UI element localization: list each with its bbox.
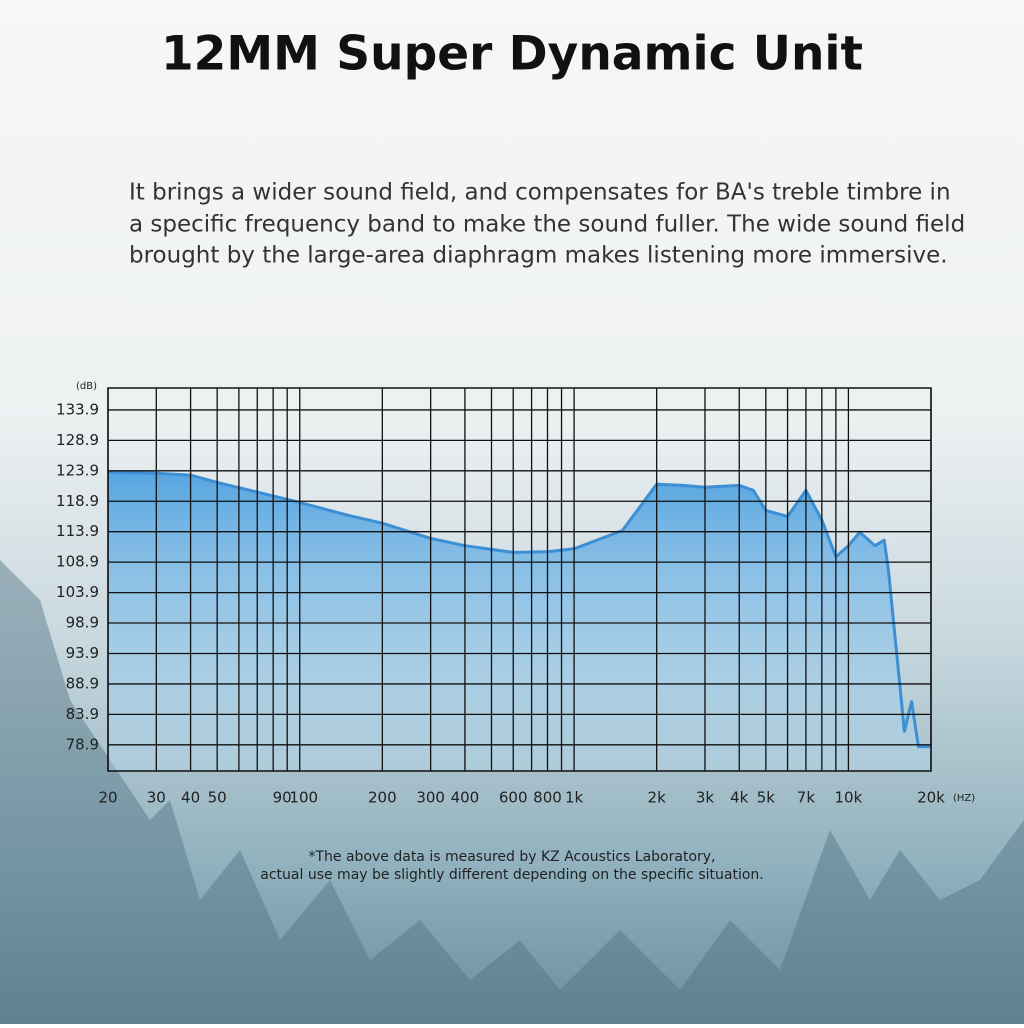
x-tick-label: 1k [565, 789, 584, 807]
y-tick-label: 103.9 [56, 583, 99, 601]
plot: 133.9 128.9 123.9 118.9 113.9 108.9 103.9 98.9 9… [56, 387, 945, 807]
y-tick-label: 83.9 [66, 705, 99, 723]
description: It brings a wider sound field, and compe… [129, 180, 951, 206]
x-tick-label: 4k [730, 789, 749, 807]
y-tick-label: 108.9 [56, 553, 99, 571]
x-tick-label: 800 [533, 789, 562, 807]
description: brought by the large-area diaphragm make… [129, 243, 948, 269]
y-tick-label: 133.9 [56, 400, 99, 418]
x-tick-label: 100 [289, 789, 318, 807]
x-tick-label: 400 [451, 789, 480, 807]
title: 12MM Super Dynamic Unit [161, 27, 863, 82]
x-tick-label: 40 [181, 789, 200, 807]
y-tick-label: 123.9 [56, 461, 99, 479]
x-tick-label: 2k [648, 789, 667, 807]
x-tick-label: 30 [147, 789, 166, 807]
x-tick-label: 200 [368, 789, 397, 807]
y-tick-label: 93.9 [66, 644, 99, 662]
y-tick-label: 88.9 [66, 674, 99, 692]
description: a specific frequency band to make the so… [129, 212, 965, 238]
x-tick-label: 20 [98, 789, 117, 807]
plot-frame [107, 387, 932, 772]
x-tick-label: 300 [416, 789, 445, 807]
forest [0, 560, 1024, 1024]
x-tick-label: 5k [757, 789, 776, 807]
y-tick-label: 113.9 [56, 522, 99, 540]
x-tick-label: 20k [917, 789, 945, 807]
y-tick-label: 78.9 [66, 735, 99, 753]
y-tick-label: 128.9 [56, 431, 99, 449]
x-tick-label: 3k [696, 789, 715, 807]
x-tick-label: 600 [499, 789, 528, 807]
x-tick-label: 7k [797, 789, 816, 807]
x-tick-label: 10k [835, 789, 863, 807]
footnote: actual use may be slightly different dep… [260, 867, 763, 883]
y-tick-label: 118.9 [56, 492, 99, 510]
x-tick-label: 50 [208, 789, 227, 807]
y-tick-label: 98.9 [66, 614, 99, 632]
response-area [108, 472, 931, 771]
footnote: *The above data is measured by KZ Acoust… [308, 849, 715, 865]
x-axis-label: (HZ) [953, 793, 975, 804]
y-axis-label: (dB) [76, 381, 97, 392]
x-tick-label: 90 [273, 789, 292, 807]
